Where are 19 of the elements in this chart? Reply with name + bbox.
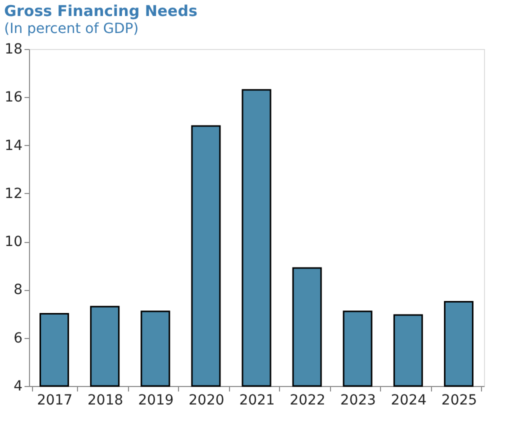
x-tick-label: 2017 <box>36 392 73 408</box>
y-tick-label: 16 <box>4 90 23 106</box>
x-tick-label: 2021 <box>239 392 275 408</box>
y-tick-label: 18 <box>4 42 22 58</box>
x-tick-label: 2023 <box>340 392 376 408</box>
x-tick-label: 2020 <box>188 392 224 408</box>
y-tick-label: 14 <box>4 138 23 154</box>
chart-subtitle: (In percent of GDP) <box>4 21 139 37</box>
x-tick-label: 2018 <box>88 392 124 408</box>
x-tick-label: 2024 <box>390 392 427 408</box>
chart-title: Gross Financing Needs <box>4 2 198 20</box>
y-tick-label: 12 <box>4 186 22 202</box>
x-tick-label: 2019 <box>138 392 174 408</box>
y-tick-label: 8 <box>14 282 22 298</box>
y-tick-label: 10 <box>4 234 22 250</box>
y-tick-label: 4 <box>14 378 23 394</box>
x-tick-label: 2022 <box>290 392 326 408</box>
y-tick-label: 6 <box>14 330 23 346</box>
x-tick-label: 2025 <box>441 392 478 408</box>
